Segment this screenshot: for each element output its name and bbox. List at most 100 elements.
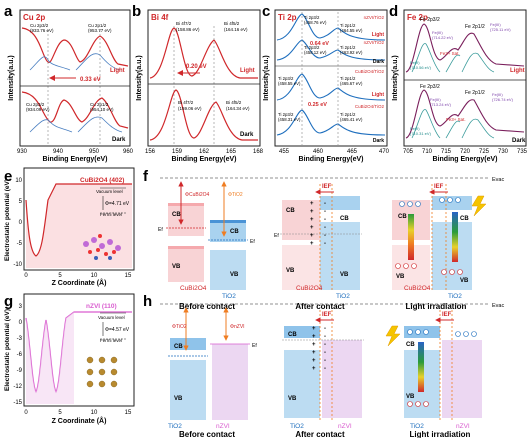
electrons-f xyxy=(399,197,461,207)
condition-label: Dark xyxy=(373,138,384,144)
svg-text:0: 0 xyxy=(24,273,28,279)
panel-letter-c: c xyxy=(262,3,270,20)
svg-text:-12: -12 xyxy=(13,384,22,390)
material-left-h: TiO2 xyxy=(290,423,304,430)
material-label-e: CuBi2O4 (402) xyxy=(80,177,124,184)
panel-b: b Bi 4f Bi 4f7/2 (158.86 eV) Bi 4f5/2 (1… xyxy=(132,3,264,163)
peak-label: Fe(II) xyxy=(410,126,420,131)
peak-label: Ti 2p3/2 xyxy=(278,76,294,81)
svg-text:5: 5 xyxy=(58,410,62,416)
ef-label: Ef xyxy=(274,233,279,239)
svg-text:+: + xyxy=(310,241,314,247)
sample-label: nZVI/TiO2 xyxy=(364,40,385,45)
caption-after-h: After contact xyxy=(295,430,345,438)
spectrum-light-b xyxy=(149,27,258,79)
element-label-c: Ti 2p xyxy=(278,13,297,22)
sat-label: Fe3+ Sat. xyxy=(446,117,466,122)
material-label-g: nZVI (110) xyxy=(86,303,117,310)
panel-f: f Evac CB VB Ef ΦCuBi2O4 CB VB Ef ΦTiO2 xyxy=(143,168,504,311)
peak-label: Ti 2p1/2 xyxy=(340,23,356,28)
excitation-bar xyxy=(418,342,424,392)
element-label-d: Fe 2p xyxy=(407,13,428,22)
peak-label: Cu 2p1/2 xyxy=(90,102,109,107)
peak-value: (465.41 eV) xyxy=(340,117,363,122)
vb-label: VB xyxy=(172,264,181,270)
svg-text:-10: -10 xyxy=(13,262,22,268)
svg-text:168: 168 xyxy=(253,149,264,155)
vb-label: VB xyxy=(340,272,349,278)
material-right-h: nZVI xyxy=(216,423,230,430)
cb-label: CB xyxy=(230,229,239,235)
peak-value: (164.34 eV) xyxy=(226,106,250,111)
x-axis-label-g: Z Coordinate (Å) xyxy=(52,416,107,425)
condition-label: Dark xyxy=(373,59,384,65)
electrons-h xyxy=(407,329,477,337)
light-irradiation-h: IEF CB VB TiO2 nZVI Light irradiation xyxy=(385,310,482,438)
peak-label: Bi 4f5/2 xyxy=(226,100,242,105)
caption-before-f: Before contact xyxy=(179,302,235,311)
panel-h: h Evac CB VB ΦTiO2 Ef ΦnZVI TiO2 nZVI Be… xyxy=(143,293,504,438)
cb-label: CB xyxy=(172,212,181,218)
peak-value: (713.24 eV) xyxy=(430,102,452,107)
svg-text:710: 710 xyxy=(422,149,433,155)
x-axis-label-a: Binding Energy(eV) xyxy=(43,156,108,163)
holes-f xyxy=(395,263,463,275)
svg-text:720: 720 xyxy=(460,149,471,155)
evac-label-h: Evac xyxy=(492,303,504,309)
panel-letter-e: e xyxy=(4,168,12,185)
peak-value: (463.92 eV) xyxy=(340,50,363,55)
svg-text:15: 15 xyxy=(125,410,132,416)
potential-curve-e xyxy=(25,183,132,257)
material-left-f: CuBi2O4 xyxy=(180,285,207,292)
light-label-b: Light xyxy=(240,68,255,74)
svg-text:930: 930 xyxy=(17,149,28,155)
spectrum-light-d xyxy=(405,23,525,73)
x-axis-label-c: Binding Energy(eV) xyxy=(299,156,364,163)
panel-letter-h: h xyxy=(143,293,152,310)
spectrum-c-2 xyxy=(276,39,386,61)
fermi-label-e: Fermi level xyxy=(100,212,122,217)
spectrum-c-3 xyxy=(276,73,386,101)
peak-label: Fe(III) xyxy=(490,22,501,27)
peak-value: (954.10 eV) xyxy=(90,107,114,112)
svg-text:465: 465 xyxy=(347,149,358,155)
sat-label: Fe3+ Sat. xyxy=(440,51,460,56)
peak-label: Cu 2p1/2 xyxy=(88,23,107,28)
sample-label: CuBi2O4/TiO2 xyxy=(355,104,385,109)
peak-label: Cu 2p3/2 xyxy=(26,102,45,107)
peak-value: (710.31 eV) xyxy=(410,131,432,136)
ief-label: IEF xyxy=(322,184,332,190)
ef-label: Ef xyxy=(252,343,257,349)
svg-text:735: 735 xyxy=(517,149,528,155)
peak-label: Ti 2p3/2 xyxy=(304,15,320,20)
peak-label: Fe 2p1/2 xyxy=(465,90,485,96)
panel-a: a Cu 2p Cu 2p3/2 (933.76 eV) Cu 2p1/2 (9… xyxy=(4,3,134,163)
peak-label: Ti 2p1/2 xyxy=(340,112,356,117)
svg-text:165: 165 xyxy=(226,149,237,155)
charge-signs-h: + + + + + + - - - - - - xyxy=(312,326,326,372)
condition-label: Light xyxy=(372,32,385,38)
svg-text:460: 460 xyxy=(313,149,324,155)
peak-value: (158.86 eV) xyxy=(176,27,200,32)
cb-label: CB xyxy=(398,214,407,220)
svg-text:159: 159 xyxy=(172,149,183,155)
peak-value: (725.11 eV) xyxy=(490,27,511,32)
material-right-h: nZVI xyxy=(456,423,470,430)
dark-label-b: Dark xyxy=(240,132,254,138)
light-irradiation-f: IEF CB VB CB VB CuBi2O4 TiO2 Light irrad… xyxy=(392,184,487,311)
caption-light-h: Light irradiation xyxy=(410,430,471,438)
cb-label: CB xyxy=(174,344,183,350)
element-label-b: Bi 4f xyxy=(151,13,169,22)
peak-label: Fe(III) xyxy=(492,92,503,97)
svg-text:0: 0 xyxy=(19,220,23,226)
svg-text:-: - xyxy=(324,366,326,372)
peak-label: Fe(II) xyxy=(410,60,420,65)
fermi-label-g: Fermi level xyxy=(100,338,122,343)
svg-text:0: 0 xyxy=(24,410,28,416)
svg-text:-: - xyxy=(324,350,326,356)
peak-value: (164.16 eV) xyxy=(224,27,248,32)
svg-text:+: + xyxy=(310,225,314,231)
svg-text:-: - xyxy=(324,217,326,223)
peak-label: Ti 2p3/2 xyxy=(278,112,294,117)
svg-text:-: - xyxy=(324,326,326,332)
